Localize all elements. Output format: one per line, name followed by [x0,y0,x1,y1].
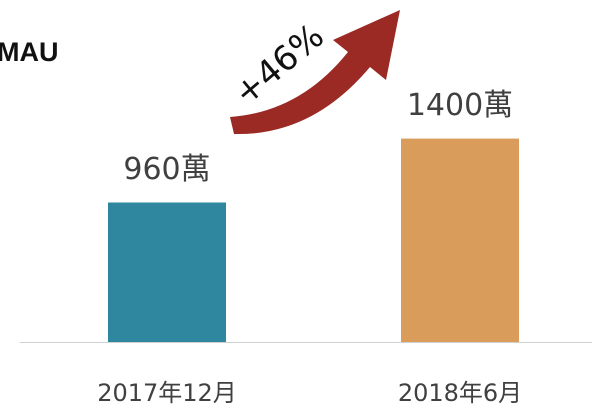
x-tick-label: 2017年12月 [97,379,237,407]
growth-arrow [230,10,400,135]
bar [108,202,226,342]
bar [401,138,519,342]
chart-title: MAU [0,37,59,67]
x-tick-label: 2018年6月 [398,379,522,407]
value-label: 960萬 [123,152,210,187]
value-label: 1400萬 [407,88,513,123]
